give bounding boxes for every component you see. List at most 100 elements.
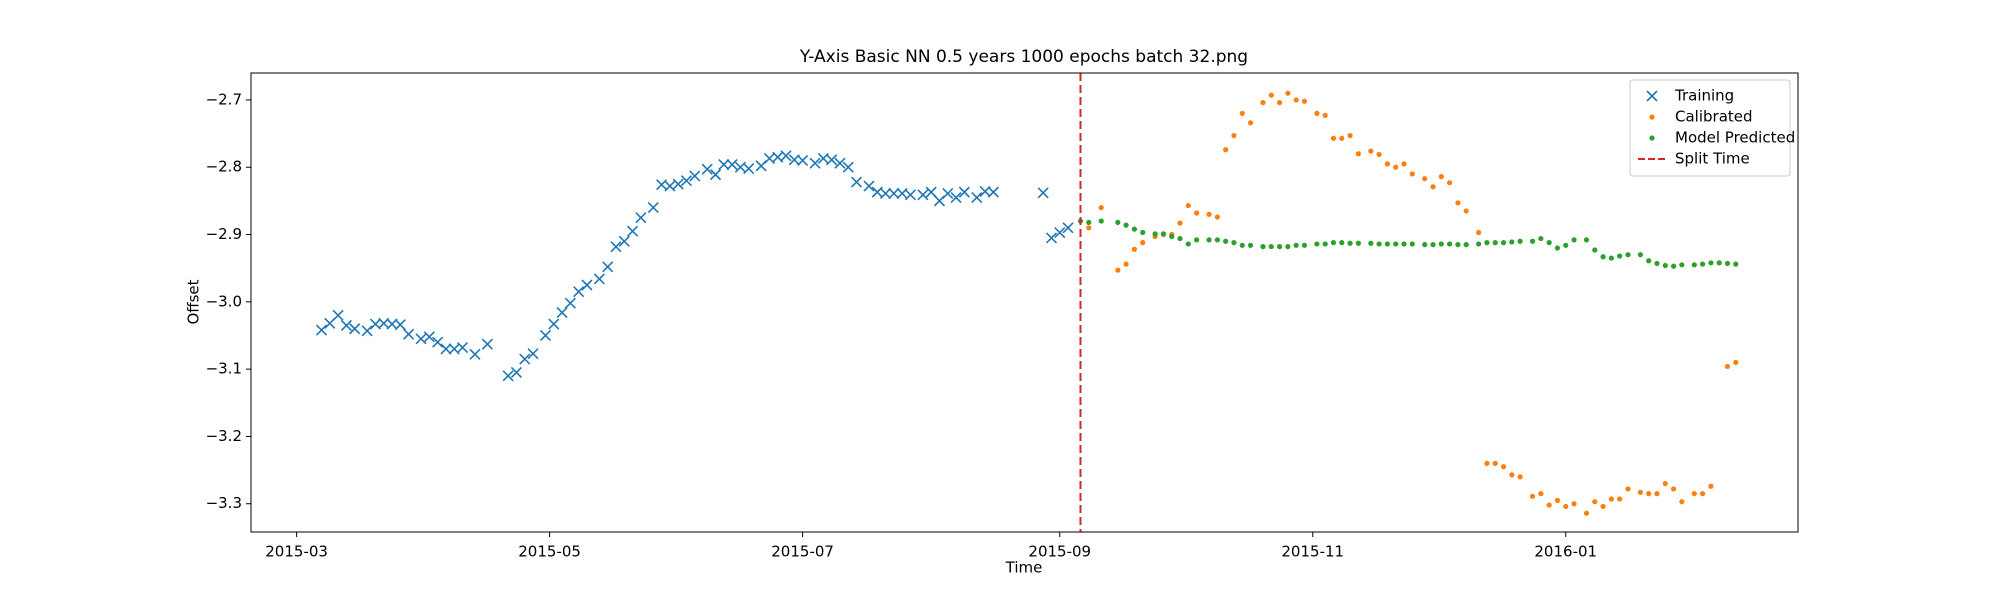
- data-point: [689, 170, 701, 182]
- data-point: [904, 189, 917, 201]
- data-point: [726, 158, 738, 171]
- x-axis-label: Time: [1005, 559, 1043, 577]
- data-point: [780, 150, 792, 162]
- data-point: [1223, 147, 1229, 153]
- data-point: [850, 176, 863, 188]
- data-point: [1260, 100, 1266, 106]
- data-point: [1646, 491, 1652, 497]
- data-point: [797, 154, 809, 167]
- data-point: [1509, 472, 1515, 478]
- data-point: [1654, 491, 1660, 497]
- data-point: [481, 338, 493, 350]
- data-point: [925, 186, 937, 198]
- data-point: [1679, 499, 1685, 505]
- y-tick-label: −3.2: [206, 427, 242, 445]
- data-point: [1476, 241, 1482, 247]
- data-point: [1484, 460, 1490, 466]
- data-point: [1500, 464, 1507, 470]
- legend-label: Model Predicted: [1675, 129, 1795, 147]
- data-point: [1662, 262, 1668, 269]
- data-point: [917, 189, 929, 201]
- data-point: [581, 279, 593, 291]
- data-point: [1314, 241, 1320, 247]
- data-point: [1339, 240, 1345, 246]
- data-point: [1455, 242, 1461, 248]
- data-point: [1330, 135, 1337, 141]
- data-point: [1492, 240, 1498, 246]
- data-point: [1322, 241, 1328, 247]
- data-point: [415, 333, 427, 345]
- data-point: [315, 324, 328, 336]
- data-point: [1384, 161, 1391, 167]
- data-point: [610, 241, 622, 253]
- data-point: [1037, 187, 1049, 199]
- data-point: [1115, 219, 1121, 226]
- data-point: [556, 307, 568, 319]
- data-point: [1463, 242, 1469, 248]
- legend-label: Calibrated: [1675, 108, 1753, 126]
- data-point: [593, 273, 605, 285]
- data-point: [958, 186, 970, 198]
- data-point: [1206, 237, 1212, 243]
- data-point: [1691, 262, 1697, 268]
- data-point: [1608, 255, 1614, 261]
- data-point: [1563, 503, 1569, 510]
- data-point: [1608, 496, 1614, 502]
- data-point: [1708, 260, 1714, 266]
- data-point: [1368, 240, 1374, 246]
- data-point: [647, 202, 659, 214]
- data-point: [1177, 220, 1183, 226]
- series: [315, 150, 1074, 382]
- data-point: [1409, 241, 1415, 247]
- legend-marker: [1649, 114, 1655, 120]
- data-point: [349, 323, 361, 335]
- data-point: [1583, 237, 1590, 243]
- data-point: [1285, 90, 1291, 96]
- legend-box: [1629, 79, 1791, 177]
- data-point: [680, 175, 693, 187]
- data-point: [1538, 235, 1544, 242]
- data-point: [950, 191, 962, 204]
- data-point: [1185, 241, 1191, 247]
- data-point: [1140, 240, 1146, 246]
- x-tick-label: 2016-01: [1534, 543, 1597, 561]
- data-point: [1563, 242, 1569, 248]
- data-point: [1430, 184, 1436, 190]
- data-point: [1086, 225, 1092, 231]
- data-point: [1355, 240, 1361, 246]
- data-point: [1140, 229, 1146, 236]
- data-point: [1571, 501, 1577, 507]
- data-point: [1314, 110, 1320, 116]
- data-point: [1546, 502, 1552, 508]
- y-tick-label: −3.1: [206, 360, 242, 378]
- data-point: [1509, 239, 1515, 245]
- data-point: [1476, 229, 1482, 236]
- data-point: [1637, 489, 1643, 495]
- data-point: [1301, 242, 1308, 248]
- data-point: [1679, 262, 1685, 268]
- legend-marker: [1646, 90, 1658, 102]
- data-point: [394, 319, 406, 331]
- plot-area: [315, 90, 1739, 516]
- data-point: [440, 343, 452, 355]
- data-point: [809, 157, 821, 169]
- data-point: [1214, 214, 1220, 220]
- data-point: [1214, 237, 1220, 243]
- data-point: [1554, 497, 1561, 503]
- data-point: [602, 261, 614, 273]
- legend-marker: [1649, 135, 1655, 141]
- data-point: [701, 163, 713, 175]
- data-point: [1247, 242, 1254, 248]
- data-point: [1670, 486, 1677, 492]
- y-tick-label: −2.8: [206, 158, 242, 176]
- data-point: [1447, 241, 1453, 247]
- data-point: [879, 187, 892, 200]
- data-point: [1592, 247, 1598, 253]
- data-point: [1062, 222, 1074, 234]
- data-point: [1194, 210, 1200, 216]
- x-tick-label: 2015-11: [1281, 543, 1344, 561]
- data-point: [987, 186, 999, 198]
- data-point: [1206, 211, 1212, 217]
- data-point: [1152, 231, 1158, 237]
